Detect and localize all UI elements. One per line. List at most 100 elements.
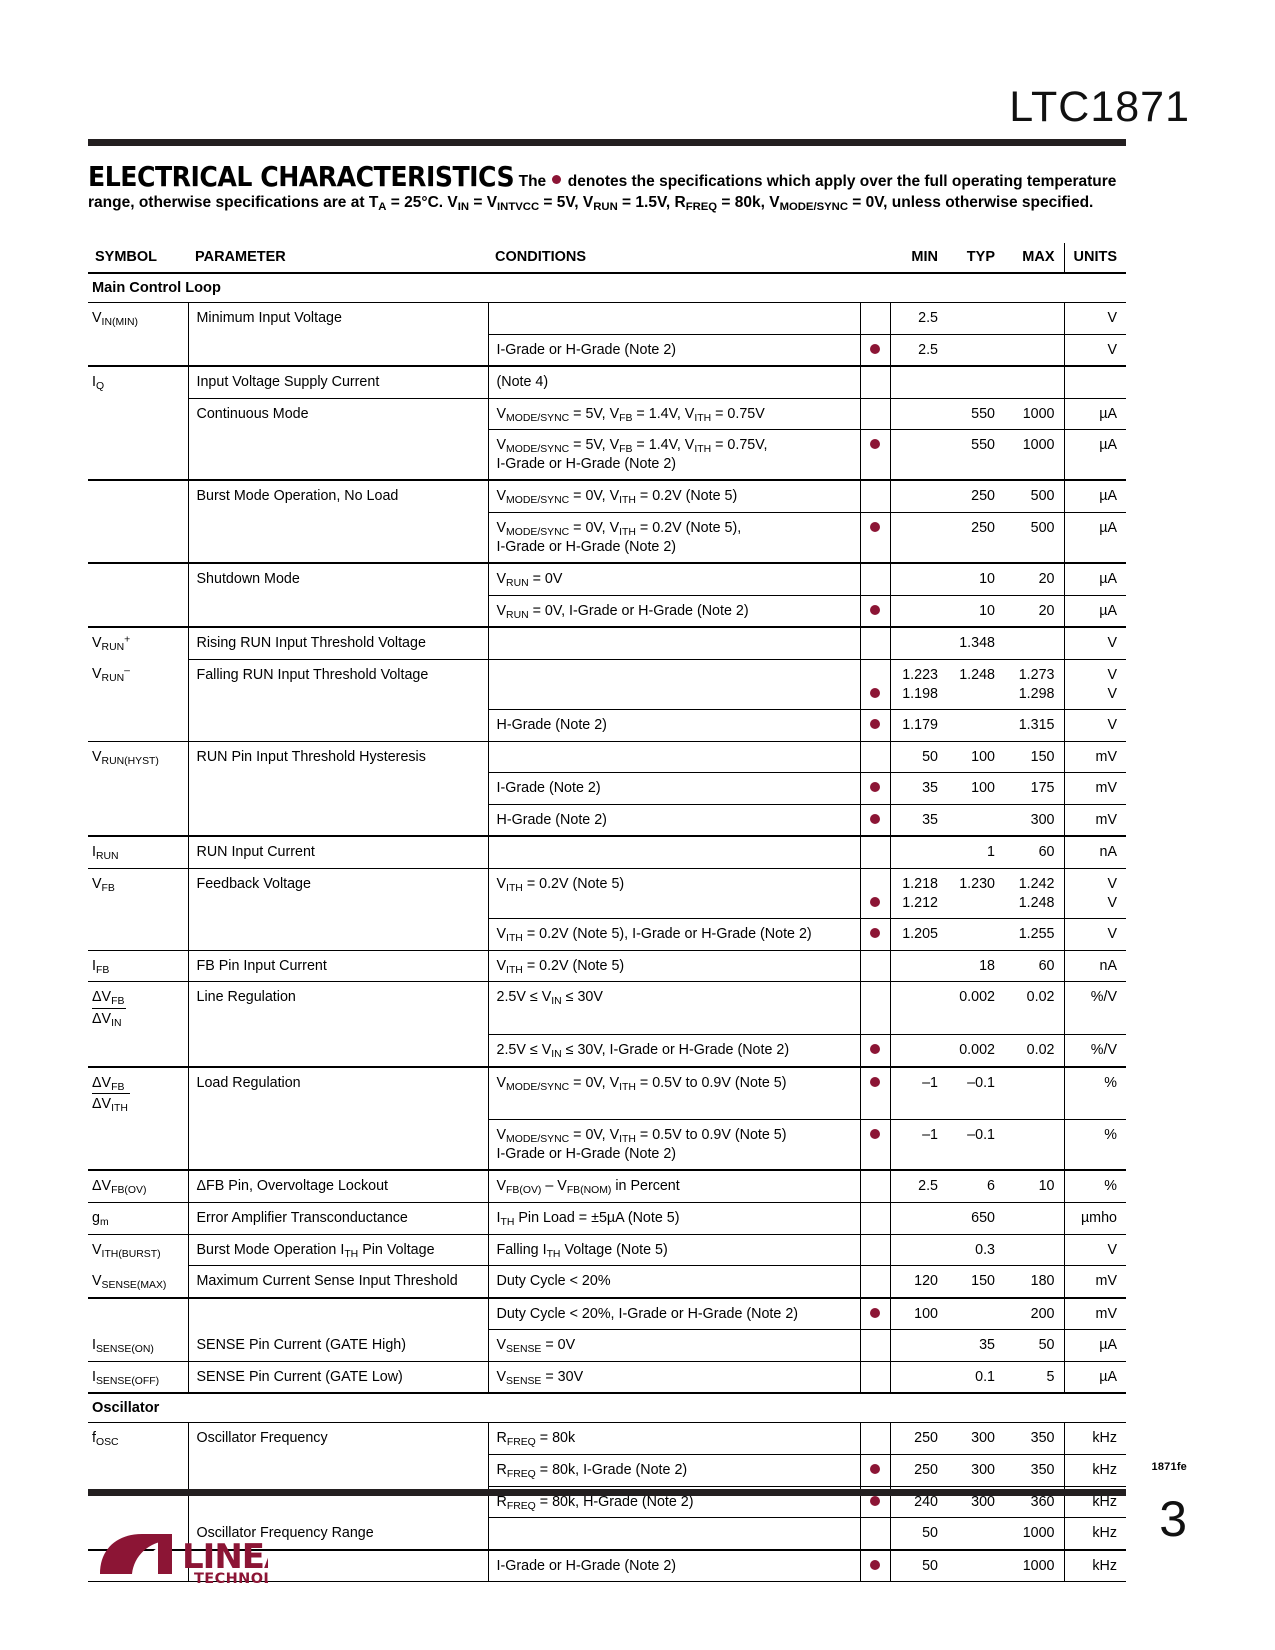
cell-typ <box>947 334 1004 368</box>
cell-typ: 1 <box>947 836 1004 869</box>
bullet-dot-icon <box>870 604 880 615</box>
cell-max: 0.02 <box>1004 981 1064 1035</box>
cell-symbol <box>88 595 189 629</box>
table-row: VITH = 0.2V (Note 5), I-Grade or H-Grade… <box>88 918 1126 951</box>
table-row: RFREQ = 80k, I-Grade (Note 2) 250 300 350 kH… <box>88 1454 1126 1487</box>
cell-bullet <box>860 659 891 711</box>
cell-conditions: RFREQ = 80k, I-Grade (Note 2) <box>488 1454 861 1487</box>
cell-min <box>890 627 947 660</box>
cell-max: 60 <box>1004 836 1064 869</box>
cell-parameter <box>188 1454 489 1487</box>
cell-typ: 6 <box>947 1170 1004 1203</box>
header-rule <box>88 139 1126 146</box>
column-header-conditions: CONDITIONS <box>488 243 860 274</box>
cell-max: 175 <box>1004 772 1064 805</box>
cell-symbol <box>88 1297 189 1330</box>
table-row: VFB Feedback Voltage VITH = 0.2V (Note 5) 1… <box>88 868 1126 920</box>
table-row: gm Error Amplifier Transconductance ITH Pi… <box>88 1202 1126 1235</box>
cell-typ: 10 <box>947 595 1004 629</box>
cell-symbol <box>88 772 189 805</box>
column-header-parameter: PARAMETER <box>188 243 488 274</box>
cell-symbol: VIN(MIN) <box>88 302 189 335</box>
cell-min <box>890 398 947 431</box>
logo-artwork: LINEAR TECHNOLOGY <box>100 1534 268 1586</box>
cell-typ: 100 <box>947 741 1004 774</box>
cell-conditions: H-Grade (Note 2) <box>488 709 861 742</box>
cell-min: 35 <box>890 804 947 838</box>
cell-symbol: VRUN(HYST) <box>88 741 189 773</box>
cell-bullet <box>860 302 891 335</box>
cell-min: 250 <box>890 1454 947 1487</box>
cell-parameter: Oscillator Frequency Range <box>188 1517 489 1551</box>
cell-parameter: Error Amplifier Transconductance <box>188 1202 489 1235</box>
note-eq2: = 5V, V <box>539 194 594 211</box>
cell-parameter: Shutdown Mode <box>188 563 489 596</box>
section-title: ELECTRICAL CHARACTERISTICS <box>88 160 515 193</box>
bullet-dot-icon <box>870 813 880 824</box>
cell-units: kHz <box>1063 1422 1126 1455</box>
cell-parameter: Rising RUN Input Threshold Voltage <box>188 627 489 660</box>
cell-max: 20 <box>1004 563 1064 596</box>
table-group-header: Oscillator <box>88 1393 1126 1424</box>
cell-typ: 0.002 <box>947 981 1004 1035</box>
cell-typ: 1.348 <box>947 627 1004 660</box>
cell-units: mV <box>1063 804 1126 838</box>
cell-bullet <box>860 1202 891 1235</box>
cell-min: 100 <box>890 1297 947 1331</box>
cell-max: 1.315 <box>1004 709 1064 742</box>
cell-max <box>1004 1066 1064 1121</box>
table-row: VITH(BURST) Burst Mode Operation ITH Pin … <box>88 1234 1126 1267</box>
cell-min <box>890 595 947 629</box>
cell-typ: 250 <box>947 512 1004 565</box>
cell-units: µA <box>1063 563 1126 596</box>
cell-parameter: Continuous Mode <box>188 398 489 430</box>
note-eq5: = 0V, unless otherwise specified. <box>847 194 1094 211</box>
cell-typ: 300 <box>947 1422 1004 1455</box>
cell-conditions: (Note 4) <box>488 366 861 399</box>
cell-conditions: VSENSE = 0V <box>488 1329 861 1362</box>
cell-conditions: Duty Cycle < 20% <box>488 1265 861 1299</box>
table-row: ISENSE(OFF) SENSE Pin Current (GATE Low) V… <box>88 1361 1126 1395</box>
cell-units: µA <box>1063 429 1126 482</box>
cell-symbol <box>88 563 189 596</box>
cell-min <box>890 1329 947 1362</box>
cell-typ <box>947 302 1004 335</box>
table-group-header: Main Control Loop <box>88 273 1126 303</box>
cell-bullet <box>860 836 891 869</box>
cell-symbol: ΔVFB ΔVIN <box>88 981 189 1035</box>
section-header: ELECTRICAL CHARACTERISTICS The denotes t… <box>88 160 1128 213</box>
cell-conditions: ITH Pin Load = ±5µA (Note 5) <box>488 1202 861 1235</box>
cell-conditions <box>488 741 861 774</box>
cell-bullet <box>860 1549 891 1583</box>
cell-parameter: Burst Mode Operation, No Load <box>188 480 489 513</box>
cell-bullet <box>860 366 891 399</box>
cell-max: 500 <box>1004 480 1064 514</box>
cell-units: kHz <box>1063 1517 1126 1551</box>
cell-max: 10 <box>1004 1170 1064 1203</box>
cell-typ: 650 <box>947 1202 1004 1235</box>
cell-min: 1.205 <box>890 918 947 951</box>
table-row: fOSC Oscillator Frequency RFREQ = 80k 250 30… <box>88 1422 1126 1455</box>
cell-min: 50 <box>890 1549 947 1583</box>
cell-max: 200 <box>1004 1297 1064 1331</box>
bullet-dot-icon <box>870 1307 880 1318</box>
cell-units: mV <box>1063 772 1126 805</box>
note-sub-vin: IN <box>457 201 470 214</box>
cell-conditions <box>488 659 861 711</box>
cell-parameter: Line Regulation <box>188 981 489 1035</box>
cell-units: mV <box>1063 1297 1126 1331</box>
cell-typ: 10 <box>947 563 1004 596</box>
cell-typ <box>947 366 1004 399</box>
cell-typ <box>947 918 1004 951</box>
cell-conditions: I-Grade or H-Grade (Note 2) <box>488 334 861 368</box>
cell-units: mV <box>1063 741 1126 774</box>
cell-typ: 250 <box>947 480 1004 514</box>
table-row: IRUN RUN Input Current 1 60 nA <box>88 836 1126 869</box>
cell-max: 180 <box>1004 1265 1064 1299</box>
cell-typ: –0.1 <box>947 1066 1004 1121</box>
table-row: I-Grade or H-Grade (Note 2) 50 1000 kHz <box>88 1549 1126 1583</box>
cell-bullet <box>860 1297 891 1331</box>
cell-bullet <box>860 1119 891 1172</box>
cell-conditions: I-Grade (Note 2) <box>488 772 861 805</box>
cell-parameter: SENSE Pin Current (GATE High) <box>188 1329 489 1362</box>
